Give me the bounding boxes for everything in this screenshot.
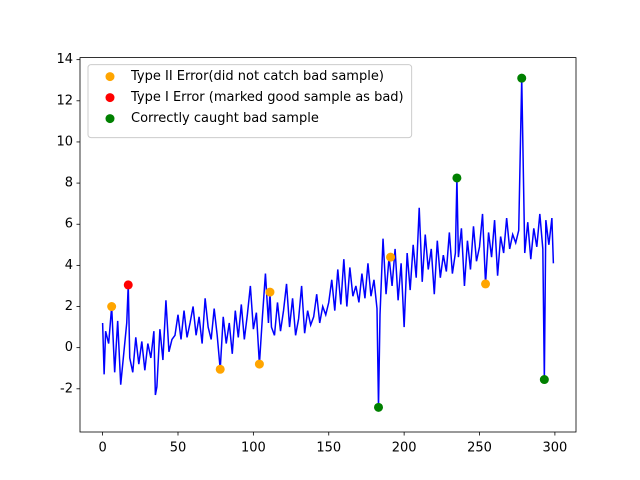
- y-tick-label: 10: [56, 134, 73, 149]
- y-tick-label: 14: [56, 52, 73, 67]
- legend-label: Type II Error(did not catch bad sample): [130, 69, 384, 84]
- legend-marker: [105, 72, 115, 82]
- x-tick-label: 300: [542, 441, 567, 456]
- scatter-point: [265, 287, 275, 297]
- y-tick-label: -2: [60, 381, 73, 396]
- axes-frame: [79, 57, 577, 433]
- x-tick-label: 200: [392, 441, 417, 456]
- y-tick-label: 4: [65, 258, 73, 273]
- legend-label: Type I Error (marked good sample as bad): [130, 90, 404, 105]
- scatter-point: [452, 173, 462, 183]
- x-tick-label: 250: [467, 441, 492, 456]
- x-tick-label: 150: [316, 441, 341, 456]
- legend-box: [87, 64, 413, 139]
- scatter-point: [107, 302, 117, 312]
- scatter-point: [254, 359, 264, 369]
- x-tick-label: 50: [170, 441, 187, 456]
- scatter-point: [386, 252, 396, 262]
- scatter-point: [517, 73, 527, 83]
- scatter-point: [481, 279, 491, 289]
- scatter-point: [374, 402, 384, 412]
- x-tick-label: 100: [241, 441, 266, 456]
- legend-label: Correctly caught bad sample: [131, 111, 319, 126]
- scatter-point: [215, 364, 225, 374]
- y-tick-label: 8: [65, 176, 73, 191]
- y-tick-label: 2: [65, 299, 73, 314]
- x-tick-label: 0: [98, 441, 106, 456]
- scatter-point: [123, 280, 133, 290]
- y-tick-label: 6: [65, 217, 73, 232]
- y-tick-label: 0: [65, 340, 73, 355]
- legend-marker: [105, 114, 115, 124]
- legend-marker: [105, 93, 115, 103]
- data-line: [101, 78, 555, 408]
- scatter-point: [539, 375, 549, 385]
- y-tick-label: 12: [56, 93, 73, 108]
